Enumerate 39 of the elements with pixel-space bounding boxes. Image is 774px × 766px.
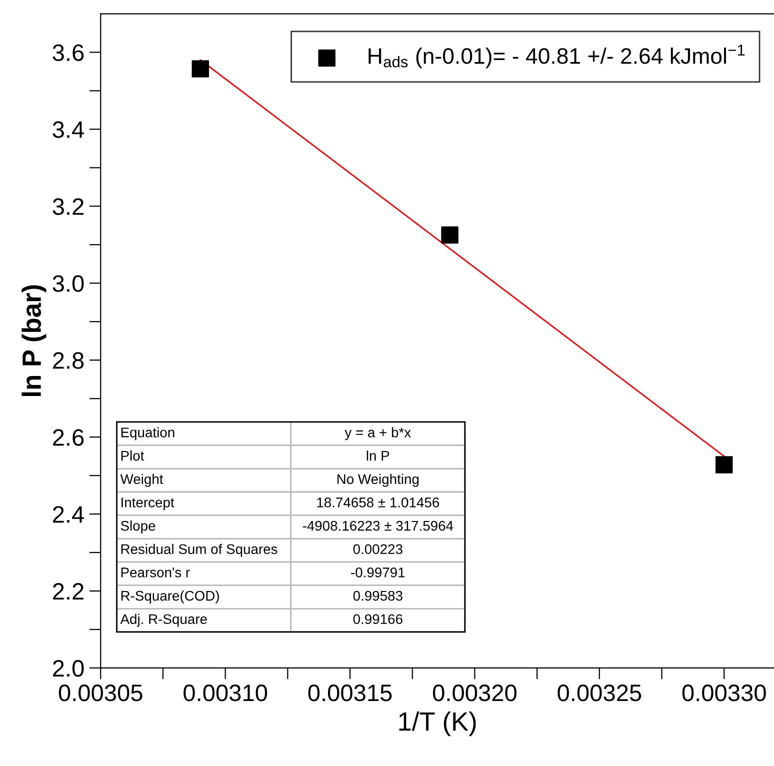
annotation: 0.99583: [353, 590, 402, 601]
annotation: 0.00223: [353, 544, 402, 554]
x-tick-label: 0.00305: [58, 684, 142, 702]
annotation: Slope: [120, 520, 156, 534]
annotation: 0.99166: [353, 614, 402, 624]
legend-label: H$_{ads}$ (n-0.01)= - 40.81 +/- 2.64 kJmol$^{−1}$: [368, 44, 745, 68]
y-tick-label: 3.0: [52, 275, 84, 292]
x-tick-label: 0.00325: [558, 684, 642, 702]
annotation: Residual Sum of Squares: [121, 544, 278, 557]
annotation: -4908.16223 ± 317.5964: [302, 520, 454, 531]
y-tick-label: 2.6: [53, 429, 84, 446]
y-tick-label: 2.2: [53, 583, 84, 600]
x-tick-label: 0.00330: [682, 684, 766, 702]
annotation: Adj. R-Square: [120, 614, 207, 627]
x-tick-label: 0.00315: [308, 684, 392, 702]
x-tick-label: 0.00310: [184, 684, 268, 702]
y-tick-label: 2.0: [53, 660, 84, 677]
annotation: Equation: [121, 427, 174, 440]
y-tick-label: 2.8: [53, 352, 84, 369]
y-tick-label: 2.4: [53, 506, 84, 523]
y-tick-label: 3.6: [52, 44, 84, 62]
point: [716, 456, 733, 474]
annotation: y = a + b*x: [344, 427, 411, 440]
annotation: R-Square(COD): [121, 590, 219, 604]
annotation: Pearson's r: [121, 568, 190, 578]
y-tick-label: 3.4: [52, 121, 84, 138]
y-axis-title: ln P (bar): [22, 285, 46, 396]
annotation: Plot: [121, 450, 144, 461]
x-tick-label: 0.00320: [432, 684, 516, 702]
annotation: ln P: [366, 450, 390, 461]
point: [441, 226, 458, 244]
annotation: No Weighting: [337, 474, 419, 487]
annotation: Intercept: [122, 498, 174, 510]
point: [192, 60, 209, 78]
x-axis-title: 1/T (K): [399, 711, 476, 736]
annotation: Weight: [120, 474, 164, 487]
annotation: -0.99791: [351, 568, 405, 578]
annotation: 18.74658 ± 1.01456: [317, 498, 440, 508]
y-tick-label: 3.2: [52, 198, 84, 215]
